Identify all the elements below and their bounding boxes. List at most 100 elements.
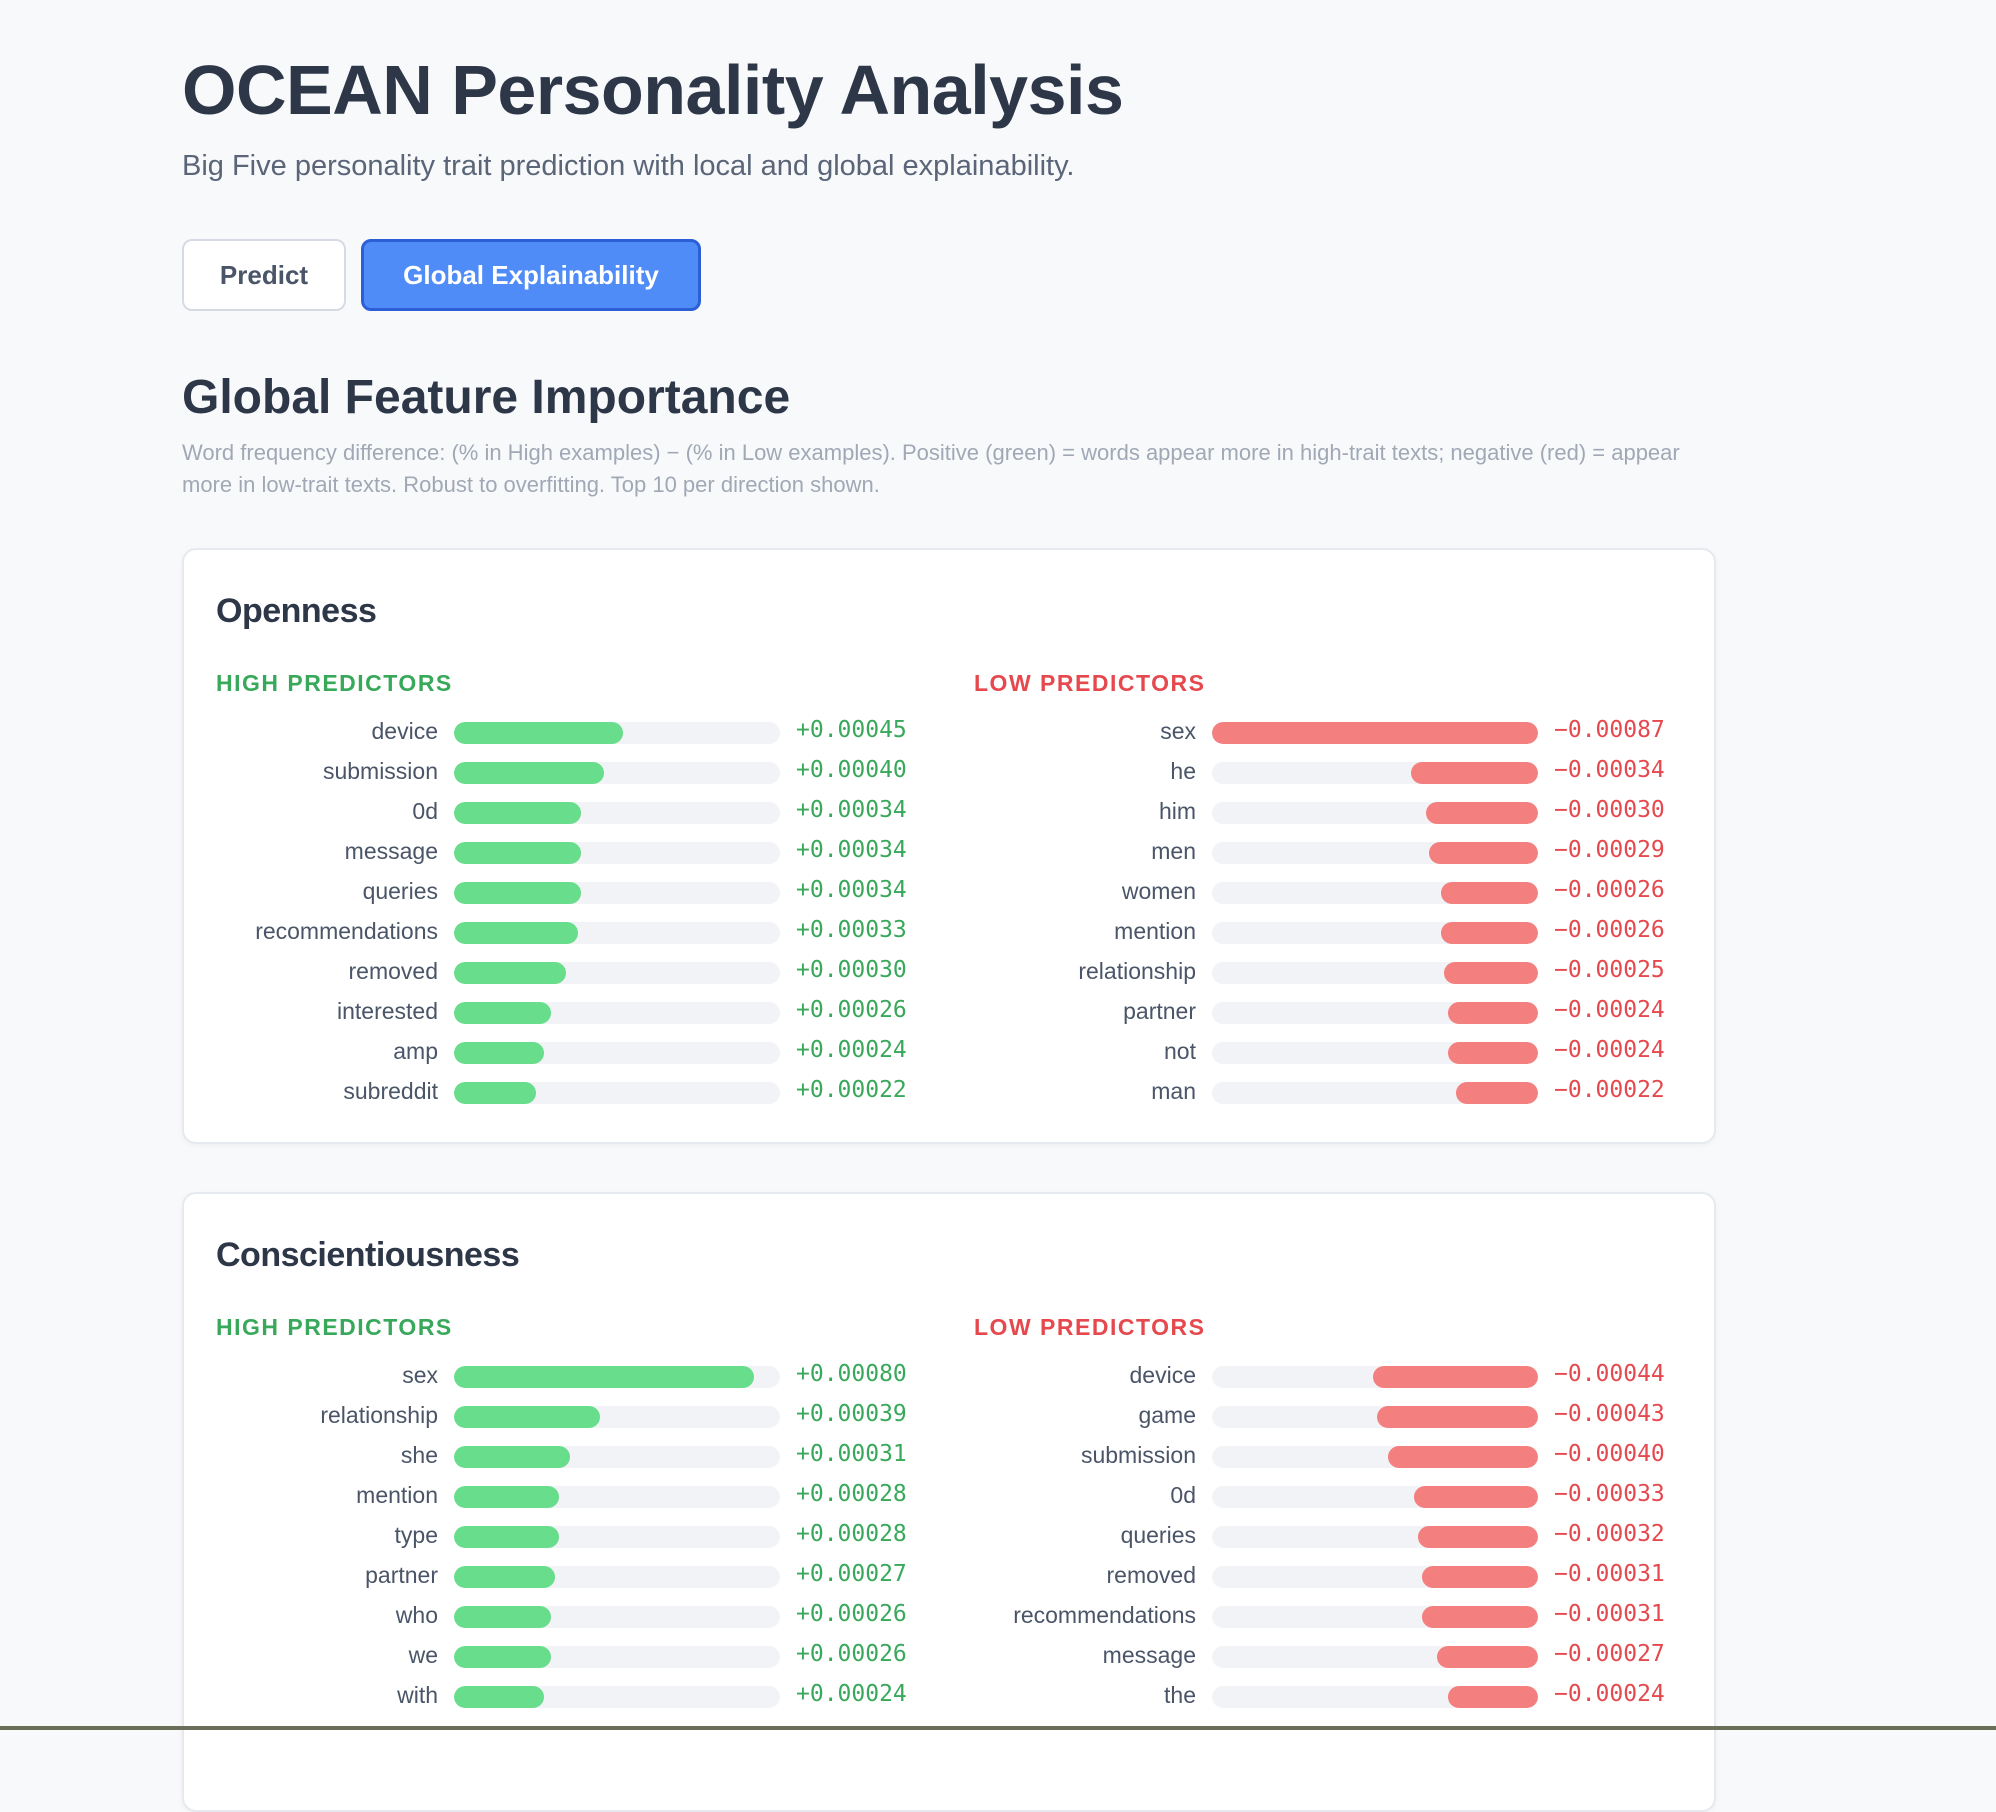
predictor-word: men: [1151, 838, 1196, 864]
importance-bar-track: [454, 1646, 780, 1668]
predictor-row: game −0.00043: [974, 1396, 1674, 1436]
importance-bar-track: [1212, 1082, 1538, 1104]
importance-bar-track: [454, 842, 780, 864]
high-predictors-column: HIGH PREDICTORS sex +0.00080 relationship +…: [216, 1314, 916, 1708]
importance-bar-track: [454, 1606, 780, 1628]
page-title: OCEAN Personality Analysis: [182, 51, 1124, 129]
predictor-row: relationship −0.00025: [974, 952, 1674, 992]
predictor-value: +0.00031: [796, 1441, 907, 1467]
importance-bar-track: [1212, 882, 1538, 904]
predictor-row: partner −0.00024: [974, 992, 1674, 1032]
predictor-value: −0.00031: [1554, 1601, 1665, 1627]
importance-bar-track: [1212, 1002, 1538, 1024]
predictor-word: who: [395, 1602, 438, 1628]
high-predictors-heading: HIGH PREDICTORS: [216, 1314, 453, 1340]
importance-bar-track: [1212, 922, 1538, 944]
importance-bar-fill: [454, 1406, 601, 1428]
predictor-row: submission −0.00040: [974, 1436, 1674, 1476]
predictor-word: interested: [336, 998, 438, 1024]
importance-bar-fill: [454, 1646, 552, 1668]
predictor-word: removed: [1106, 1562, 1196, 1588]
importance-bar-track: [1212, 962, 1538, 984]
predictor-value: +0.00040: [796, 757, 907, 783]
high-predictors-list: sex +0.00080 relationship +0.00039 she +0.000…: [216, 1356, 916, 1716]
predictor-value: +0.00022: [796, 1077, 907, 1103]
importance-bar-track: [1212, 1042, 1538, 1064]
predictor-value: +0.00080: [796, 1361, 907, 1387]
importance-bar-fill: [1436, 1646, 1538, 1668]
importance-bar-fill: [1444, 962, 1538, 984]
predictor-value: −0.00030: [1554, 797, 1665, 823]
importance-bar-fill: [454, 722, 623, 744]
importance-bar-track: [454, 722, 780, 744]
tab-bar: Predict Global Explainability: [182, 239, 701, 311]
predictor-word: partner: [365, 1562, 438, 1588]
importance-bar-fill: [1448, 1002, 1538, 1024]
predictor-row: message −0.00027: [974, 1636, 1674, 1676]
predictor-value: +0.00033: [796, 917, 907, 943]
importance-bar-track: [1212, 1606, 1538, 1628]
predictor-value: −0.00029: [1554, 837, 1665, 863]
predictor-word: sex: [1160, 718, 1196, 744]
trait-card-openness: Openness HIGH PREDICTORS device +0.00045 s…: [182, 548, 1716, 1144]
importance-bar-fill: [1410, 762, 1538, 784]
predictor-word: sex: [402, 1362, 438, 1388]
predictor-word: with: [397, 1682, 438, 1708]
page-subtitle: Big Five personality trait prediction wi…: [182, 150, 1075, 182]
predictor-row: sex −0.00087: [974, 712, 1674, 752]
predictor-row: sex +0.00080: [216, 1356, 916, 1396]
predictor-word: not: [1164, 1038, 1196, 1064]
predictor-row: submission +0.00040: [216, 752, 916, 792]
predictor-value: +0.00026: [796, 1641, 907, 1667]
trait-card-conscientiousness: Conscientiousness HIGH PREDICTORS sex +0.…: [182, 1192, 1716, 1812]
predictor-row: partner +0.00027: [216, 1556, 916, 1596]
predictor-word: amp: [393, 1038, 438, 1064]
predictor-row: queries −0.00032: [974, 1516, 1674, 1556]
predictor-value: +0.00034: [796, 837, 907, 863]
predictor-word: submission: [322, 758, 438, 784]
importance-bar-track: [454, 802, 780, 824]
predictor-row: device +0.00045: [216, 712, 916, 752]
tab-predict[interactable]: Predict: [182, 239, 346, 311]
importance-bar-fill: [1425, 802, 1538, 824]
predictor-value: −0.00040: [1554, 1441, 1665, 1467]
importance-bar-fill: [454, 1486, 559, 1508]
predictor-value: +0.00026: [796, 1601, 907, 1627]
predictor-row: 0d −0.00033: [974, 1476, 1674, 1516]
importance-bar-track: [1212, 1366, 1538, 1388]
importance-bar-track: [454, 962, 780, 984]
predictor-word: removed: [348, 958, 438, 984]
importance-bar-track: [1212, 762, 1538, 784]
importance-bar-fill: [454, 962, 567, 984]
importance-bar-track: [1212, 1566, 1538, 1588]
predictor-value: −0.00031: [1554, 1561, 1665, 1587]
predictor-row: recommendations −0.00031: [974, 1596, 1674, 1636]
predictor-row: he −0.00034: [974, 752, 1674, 792]
predictor-value: −0.00087: [1554, 717, 1665, 743]
trait-title: Openness: [216, 592, 377, 630]
predictor-value: −0.00025: [1554, 957, 1665, 983]
predictor-row: who +0.00026: [216, 1596, 916, 1636]
importance-bar-fill: [454, 842, 582, 864]
importance-bar-track: [454, 1566, 780, 1588]
predictor-word: device: [371, 718, 438, 744]
predictor-value: −0.00024: [1554, 997, 1665, 1023]
predictor-value: −0.00033: [1554, 1481, 1665, 1507]
importance-bar-fill: [1414, 1486, 1538, 1508]
importance-bar-track: [1212, 1406, 1538, 1428]
importance-bar-fill: [454, 882, 582, 904]
predictor-word: queries: [1120, 1522, 1196, 1548]
importance-bar-fill: [1421, 1606, 1538, 1628]
low-predictors-column: LOW PREDICTORS device −0.00044 game −0.0004…: [974, 1314, 1674, 1708]
importance-bar-track: [1212, 722, 1538, 744]
predictor-value: +0.00039: [796, 1401, 907, 1427]
predictor-value: +0.00028: [796, 1521, 907, 1547]
predictor-row: the −0.00024: [974, 1676, 1674, 1716]
predictor-value: +0.00024: [796, 1037, 907, 1063]
predictor-word: relationship: [320, 1402, 438, 1428]
high-predictors-heading: HIGH PREDICTORS: [216, 670, 453, 696]
importance-bar-fill: [454, 1606, 552, 1628]
tab-global-explainability[interactable]: Global Explainability: [361, 239, 701, 311]
predictor-row: recommendations +0.00033: [216, 912, 916, 952]
predictor-word: queries: [362, 878, 438, 904]
